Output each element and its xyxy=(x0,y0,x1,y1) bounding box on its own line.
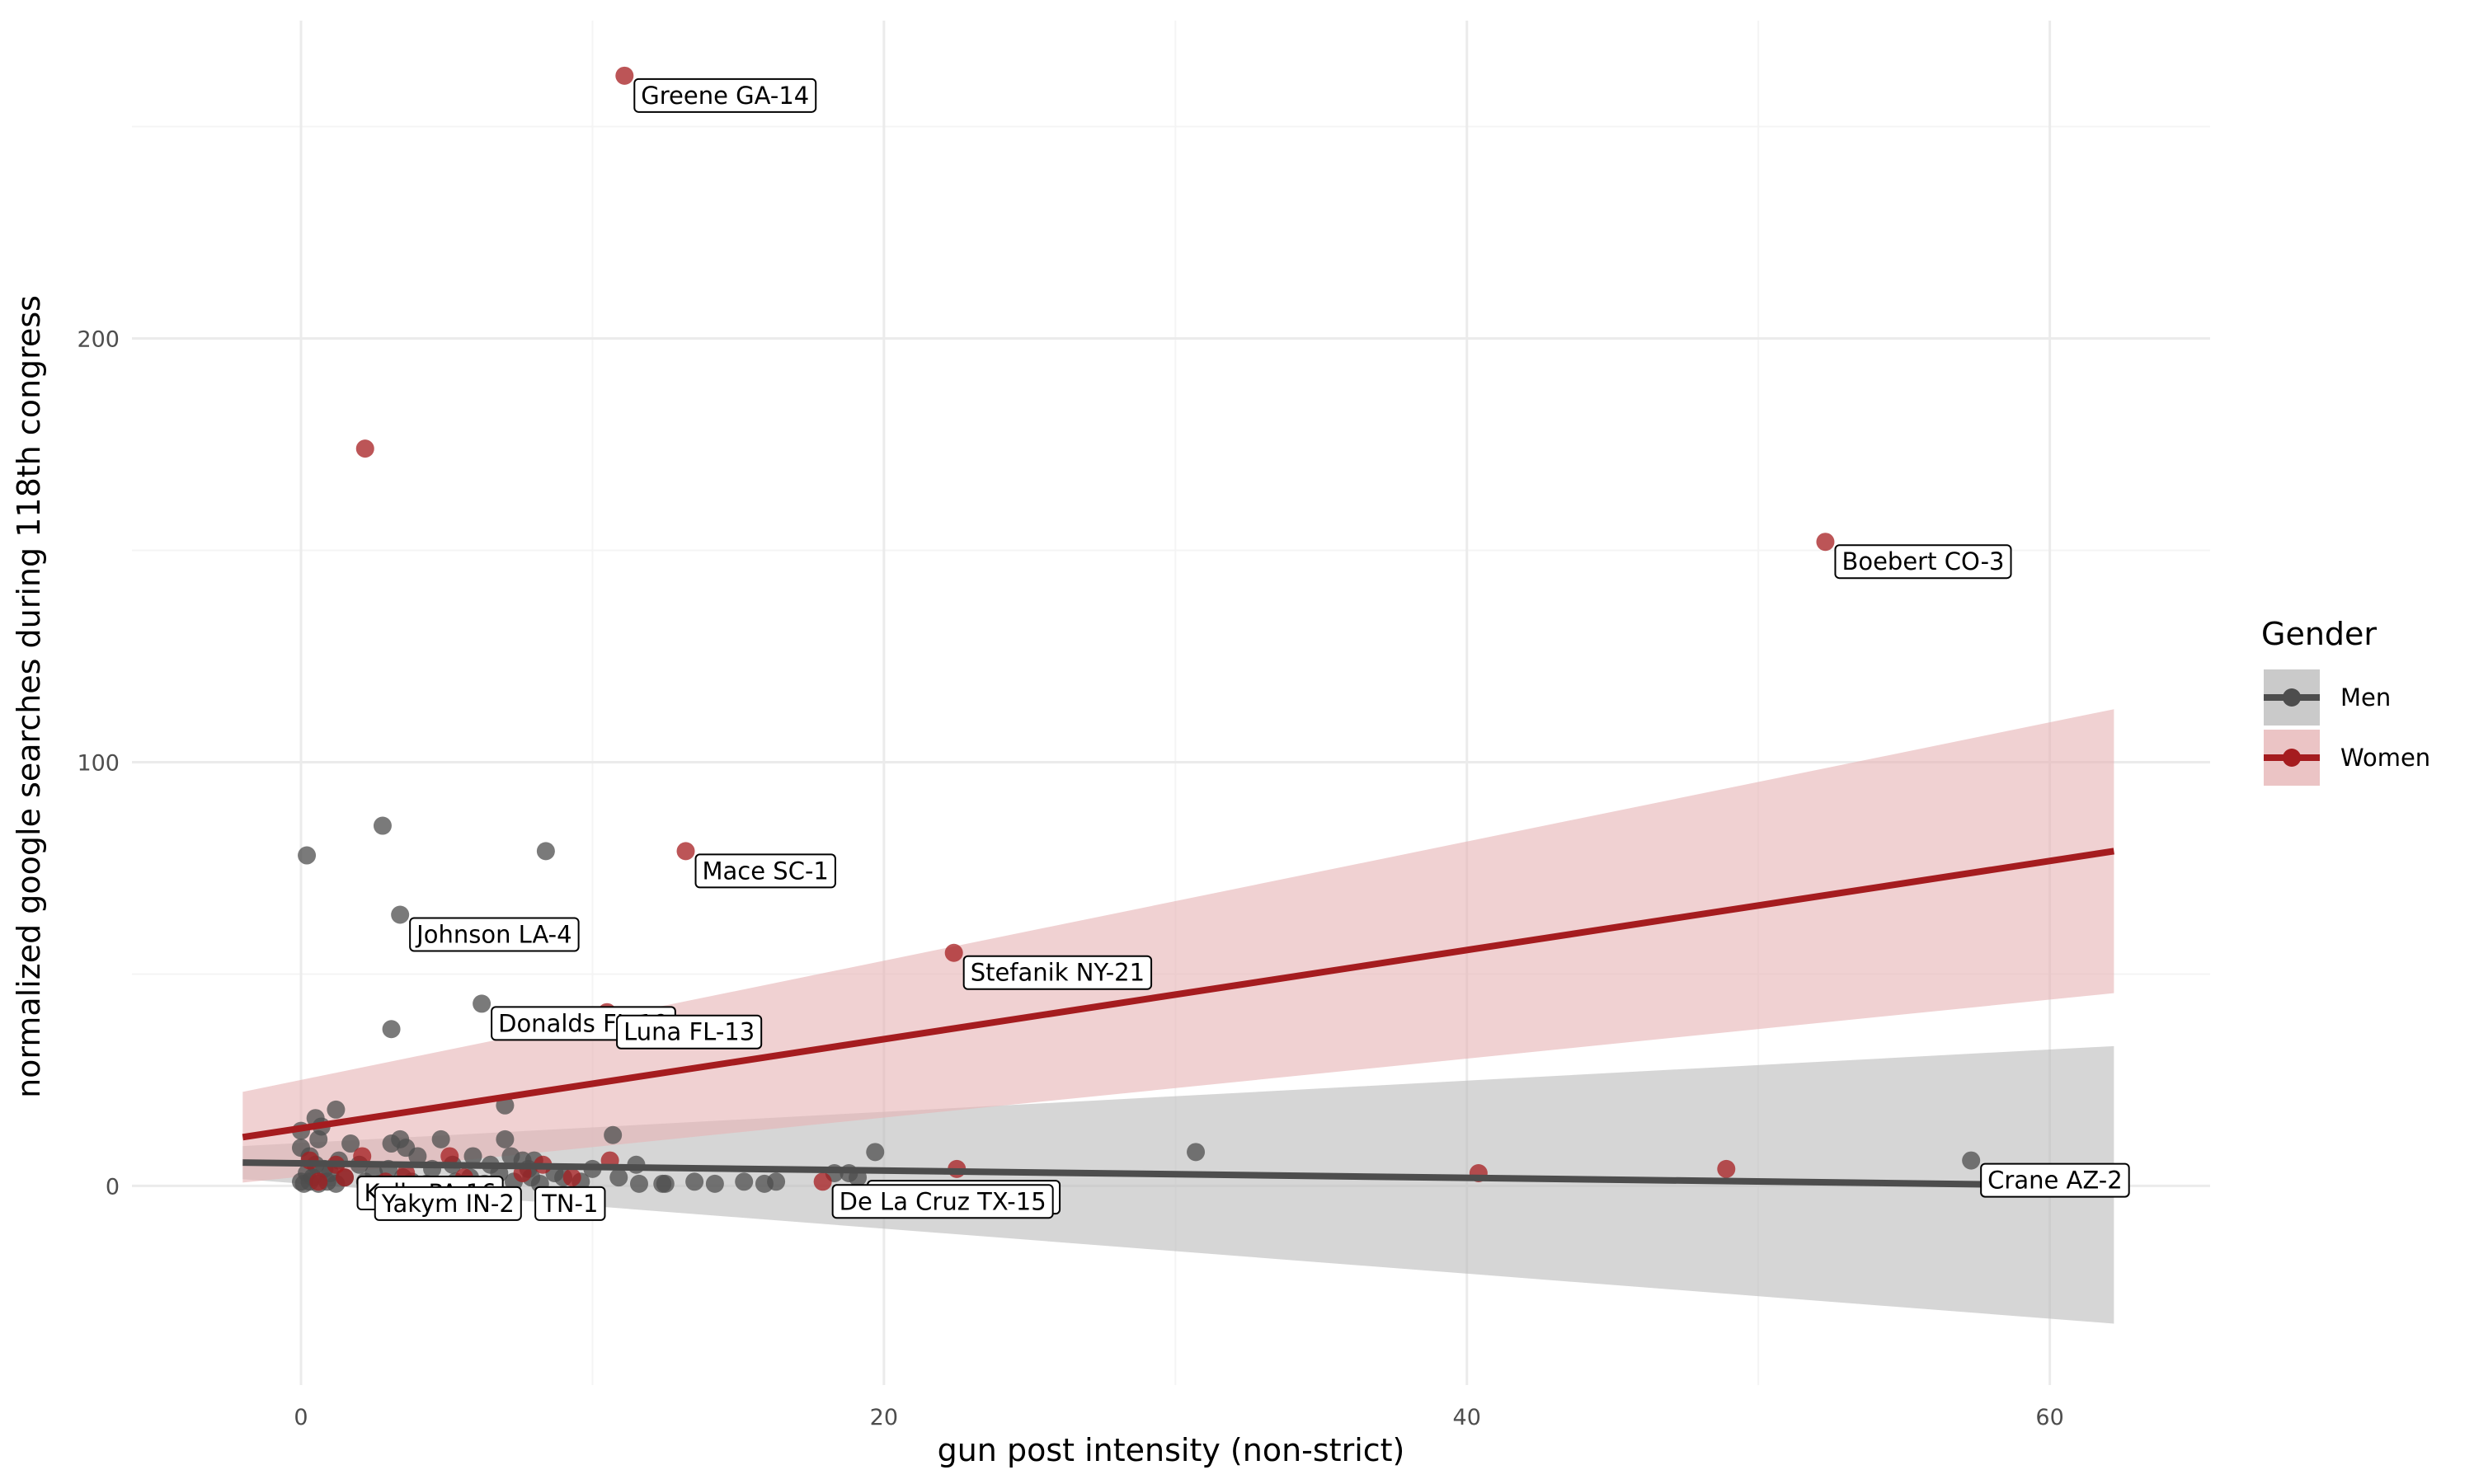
point-men xyxy=(866,1143,885,1162)
point-label-text: Greene GA-14 xyxy=(641,82,809,110)
point-men xyxy=(536,842,555,861)
point-women xyxy=(355,439,374,458)
y-tick-label: 200 xyxy=(77,326,120,352)
fit-line-men xyxy=(242,1159,2114,1190)
point-men xyxy=(767,1172,786,1191)
y-tick-label: 0 xyxy=(106,1174,120,1200)
point-women xyxy=(309,1172,328,1191)
point-label-box xyxy=(831,1184,1054,1219)
point-men xyxy=(327,1100,346,1119)
point-men xyxy=(391,905,410,924)
point-label-text: Yakym IN-2 xyxy=(381,1190,515,1218)
point-women xyxy=(944,943,963,962)
point-label: De La Cruz TX-15 xyxy=(831,1184,1054,1219)
point-men xyxy=(496,1129,515,1148)
point-men xyxy=(656,1174,675,1193)
point-label-box xyxy=(1980,1162,2130,1198)
y-tick-label: 100 xyxy=(77,750,120,776)
point-label-box xyxy=(694,853,836,889)
point-label-box xyxy=(374,1186,522,1221)
point-women xyxy=(1816,533,1835,552)
point-men xyxy=(735,1172,754,1191)
point-label: Luna FL-13 xyxy=(616,1014,763,1050)
legend-label: Women xyxy=(2340,744,2430,772)
fit-line-women xyxy=(242,848,2114,1141)
point-label: Johnson LA-4 xyxy=(409,917,580,952)
legend-key-point xyxy=(2283,749,2301,767)
point-men xyxy=(309,1129,328,1148)
point-men xyxy=(629,1174,648,1193)
x-tick-label: 60 xyxy=(2035,1405,2063,1430)
legend-entries: Men Women xyxy=(2264,669,2430,786)
point-women xyxy=(676,842,695,861)
x-axis-title: gun post intensity (non-strict) xyxy=(938,1432,1405,1468)
point-men xyxy=(298,846,317,865)
point-label-text: Crane AZ-2 xyxy=(1987,1167,2123,1195)
point-men xyxy=(604,1125,623,1144)
point-labels: Greene GA-14 Boebert CO-3 Mace SC-1 Johnson… xyxy=(356,77,2130,1221)
point-label-box xyxy=(534,1186,606,1221)
point-label-box xyxy=(409,917,580,952)
point-men xyxy=(463,1147,482,1166)
point-label: Boebert CO-3 xyxy=(1834,544,2012,580)
point-men xyxy=(685,1172,704,1191)
point-label: Stefanik NY-21 xyxy=(962,955,1153,990)
point-men xyxy=(609,1168,628,1187)
point-men xyxy=(373,816,392,835)
y-axis-title: normalized google searches during 118th … xyxy=(11,295,47,1098)
point-women xyxy=(615,66,634,85)
point-label: Greene GA-14 xyxy=(633,77,817,113)
point-label-text: Boebert CO-3 xyxy=(1841,547,2004,575)
point-men xyxy=(1187,1143,1206,1162)
legend-entry-women: Women xyxy=(2264,730,2430,786)
point-label: Yakym IN-2 xyxy=(374,1186,522,1221)
point-women xyxy=(336,1168,355,1187)
point-label-text: Johnson LA-4 xyxy=(415,920,571,948)
x-tick-label: 40 xyxy=(1453,1405,1481,1430)
legend-label: Men xyxy=(2340,683,2391,711)
point-label-box xyxy=(633,77,817,113)
tick-labels: 0 20 40 60 0 100 200 xyxy=(77,326,2063,1430)
legend-title: Gender xyxy=(2261,616,2377,652)
point-men xyxy=(473,994,492,1013)
point-men xyxy=(705,1174,724,1193)
point-men xyxy=(382,1134,401,1153)
point-men xyxy=(408,1147,427,1166)
confidence-band-men xyxy=(242,1045,2114,1324)
point-label: Mace SC-1 xyxy=(694,853,836,889)
point-men xyxy=(341,1134,360,1153)
point-label-text: TN-1 xyxy=(541,1190,598,1218)
point-men xyxy=(382,1020,401,1039)
point-women xyxy=(562,1168,581,1187)
point-label-box xyxy=(962,955,1153,990)
point-label: TN-1 xyxy=(534,1186,606,1221)
x-tick-label: 0 xyxy=(294,1405,308,1430)
point-label-text: Stefanik NY-21 xyxy=(971,959,1145,987)
point-men xyxy=(431,1129,450,1148)
point-men xyxy=(1962,1151,1981,1170)
legend-entry-men: Men xyxy=(2264,669,2391,726)
point-women xyxy=(440,1147,459,1166)
point-label-text: Luna FL-13 xyxy=(623,1018,755,1046)
legend-key-point xyxy=(2283,688,2301,707)
point-label-box xyxy=(616,1014,763,1050)
point-label-text: Mace SC-1 xyxy=(703,857,829,885)
point-label-box xyxy=(1834,544,2012,580)
x-tick-label: 20 xyxy=(870,1405,898,1430)
point-women xyxy=(1717,1159,1736,1178)
legend: Gender Men Women xyxy=(2261,616,2430,786)
point-label: Crane AZ-2 xyxy=(1980,1162,2130,1198)
point-women xyxy=(813,1172,832,1191)
point-label-text: De La Cruz TX-15 xyxy=(840,1187,1047,1215)
fit-lines xyxy=(242,848,2114,1190)
